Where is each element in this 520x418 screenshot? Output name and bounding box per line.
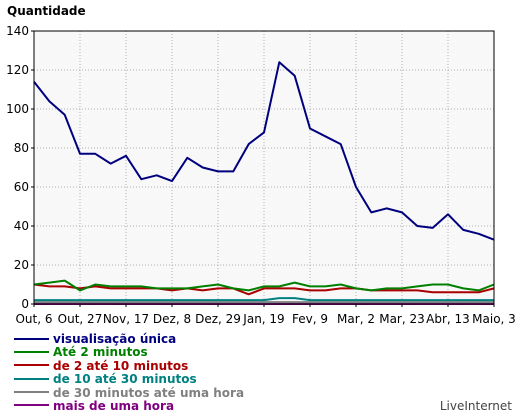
- y-axis-ticks: 0 20 40 60 80 100 120 140: [6, 24, 34, 311]
- x-axis-ticks: Out, 6 Out, 27 Nov, 17 Dez, 8 Dez, 29 Jan, 19…: [15, 304, 516, 326]
- x-tick-label: Out, 6: [15, 312, 52, 326]
- legend-label: de 2 até 10 minutos: [53, 358, 189, 373]
- y-tick-label: 0: [21, 297, 29, 311]
- legend-swatch: [14, 350, 49, 353]
- y-tick-label: 100: [6, 102, 29, 116]
- legend-item: de 30 minutos até uma hora: [14, 385, 245, 400]
- legend-item: mais de uma hora: [14, 398, 244, 413]
- x-tick-label: Abr, 13: [426, 312, 470, 326]
- legend-swatch: [14, 404, 49, 407]
- x-tick-label: Mar, 23: [379, 312, 425, 326]
- legend: visualisação única Até 2 minutos de 2 até …: [14, 333, 244, 413]
- x-tick-label: Nov, 17: [103, 312, 149, 326]
- x-tick-label: Dez, 8: [153, 312, 191, 326]
- legend-label: Até 2 minutos: [53, 345, 148, 360]
- legend-item: de 10 até 30 minutos: [14, 373, 244, 386]
- legend-label: visualisação única: [53, 332, 177, 346]
- series-line-0: [33, 61, 495, 241]
- series-line-2: [33, 283, 495, 296]
- x-tick-label: Mar, 2: [337, 312, 375, 326]
- y-tick-label: 40: [14, 219, 29, 233]
- x-tick-label: Out, 27: [58, 312, 103, 326]
- legend-item: Até 2 minutos: [14, 346, 244, 359]
- legend-swatch: [14, 377, 49, 380]
- legend-item: visualisação única: [14, 333, 244, 346]
- legend-swatch: [14, 364, 49, 367]
- legend-swatch: [14, 391, 49, 394]
- credit-text: LiveInternet: [439, 399, 512, 413]
- y-tick-label: 120: [6, 63, 29, 77]
- series-line-1: [33, 279, 495, 292]
- plot-background: [34, 31, 494, 304]
- y-tick-label: 60: [14, 180, 29, 194]
- x-tick-label: Maio, 3: [472, 312, 516, 326]
- plot-area: [34, 31, 494, 304]
- legend-item: de 2 até 10 minutos: [14, 358, 244, 373]
- y-tick-label: 80: [14, 141, 29, 155]
- legend-swatch: [14, 337, 49, 340]
- y-tick-label: 140: [6, 24, 29, 38]
- x-tick-label: Jan, 19: [242, 312, 284, 326]
- chart-title: Quantidade: [7, 4, 86, 18]
- legend-label: de 30 minutos até uma hora: [53, 385, 245, 400]
- legend-label: mais de uma hora: [53, 398, 175, 413]
- x-tick-label: Dez, 29: [195, 312, 241, 326]
- series-line-3: [34, 297, 494, 302]
- y-tick-label: 20: [14, 258, 29, 272]
- legend-label: de 10 até 30 minutos: [53, 372, 197, 387]
- x-tick-label: Fev, 9: [292, 312, 328, 326]
